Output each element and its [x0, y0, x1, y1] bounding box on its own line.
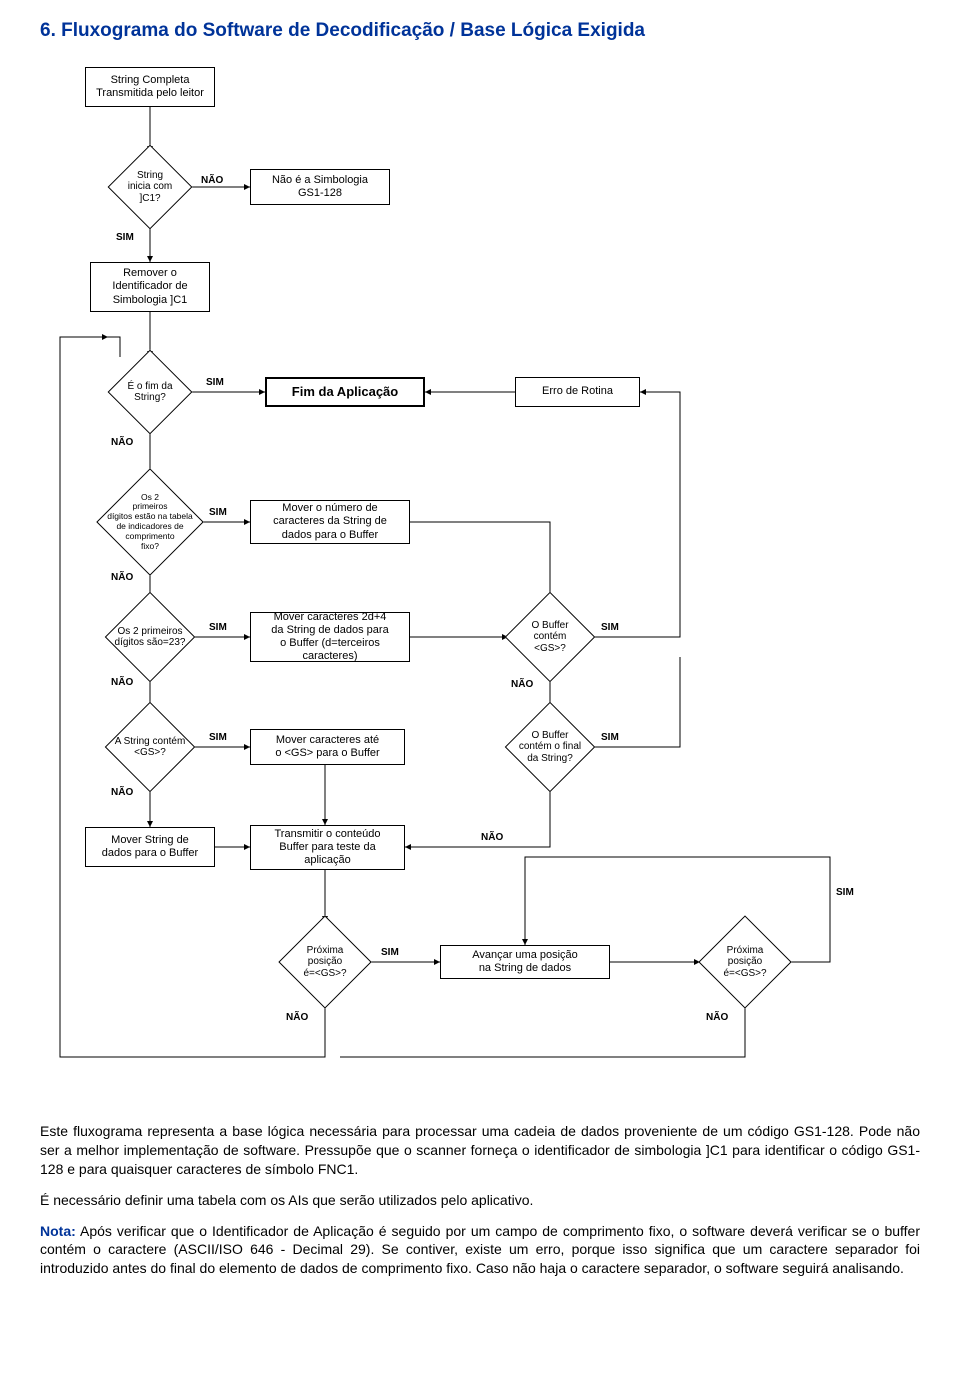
nota-body: Após verificar que o Identificador de Ap…: [40, 1223, 920, 1277]
label-nao: NÃO: [200, 175, 224, 186]
node-erro: Erro de Rotina: [515, 377, 640, 407]
paragraph-2: É necessário definir uma tabela com os A…: [40, 1191, 920, 1210]
label-nao: NÃO: [110, 437, 134, 448]
node-start: String CompletaTransmitida pelo leitor: [85, 67, 215, 107]
label-nao: NÃO: [480, 832, 504, 843]
paragraph-3: Nota: Após verificar que o Identificador…: [40, 1222, 920, 1279]
node-transmitir: Transmitir o conteúdoBuffer para teste d…: [250, 825, 405, 870]
nota-label: Nota:: [40, 1223, 76, 1239]
node-fim: Fim da Aplicação: [265, 377, 425, 407]
label-sim: SIM: [600, 622, 620, 633]
section-title: 6. Fluxograma do Software de Decodificaç…: [40, 20, 920, 42]
label-nao: NÃO: [110, 787, 134, 798]
node-avancar: Avançar uma posiçãona String de dados: [440, 945, 610, 979]
node-move-fixo: Mover o número decaracteres da String de…: [250, 500, 410, 544]
label-sim: SIM: [208, 507, 228, 518]
flowchart: String CompletaTransmitida pelo leitor S…: [40, 57, 920, 1097]
node-mover-str: Mover String dedados para o Buffer: [85, 827, 215, 867]
label-sim: SIM: [600, 732, 620, 743]
paragraph-1: Este fluxograma representa a base lógica…: [40, 1122, 920, 1179]
label-nao: NÃO: [705, 1012, 729, 1023]
node-remove: Remover oIdentificador deSimbologia ]C1: [90, 262, 210, 312]
flowchart-arrows: [40, 57, 920, 1097]
label-nao: NÃO: [510, 679, 534, 690]
label-sim: SIM: [380, 947, 400, 958]
label-sim: SIM: [205, 377, 225, 388]
label-sim: SIM: [115, 232, 135, 243]
label-sim: SIM: [835, 887, 855, 898]
label-nao: NÃO: [110, 677, 134, 688]
label-sim: SIM: [208, 622, 228, 633]
label-sim: SIM: [208, 732, 228, 743]
node-move-gs: Mover caracteres atéo <GS> para o Buffer: [250, 729, 405, 765]
node-not-gs1: Não é a SimbologiaGS1-128: [250, 169, 390, 205]
label-nao: NÃO: [110, 572, 134, 583]
node-move-23: Mover caracteres 2d+4da String de dados …: [250, 612, 410, 662]
label-nao: NÃO: [285, 1012, 309, 1023]
